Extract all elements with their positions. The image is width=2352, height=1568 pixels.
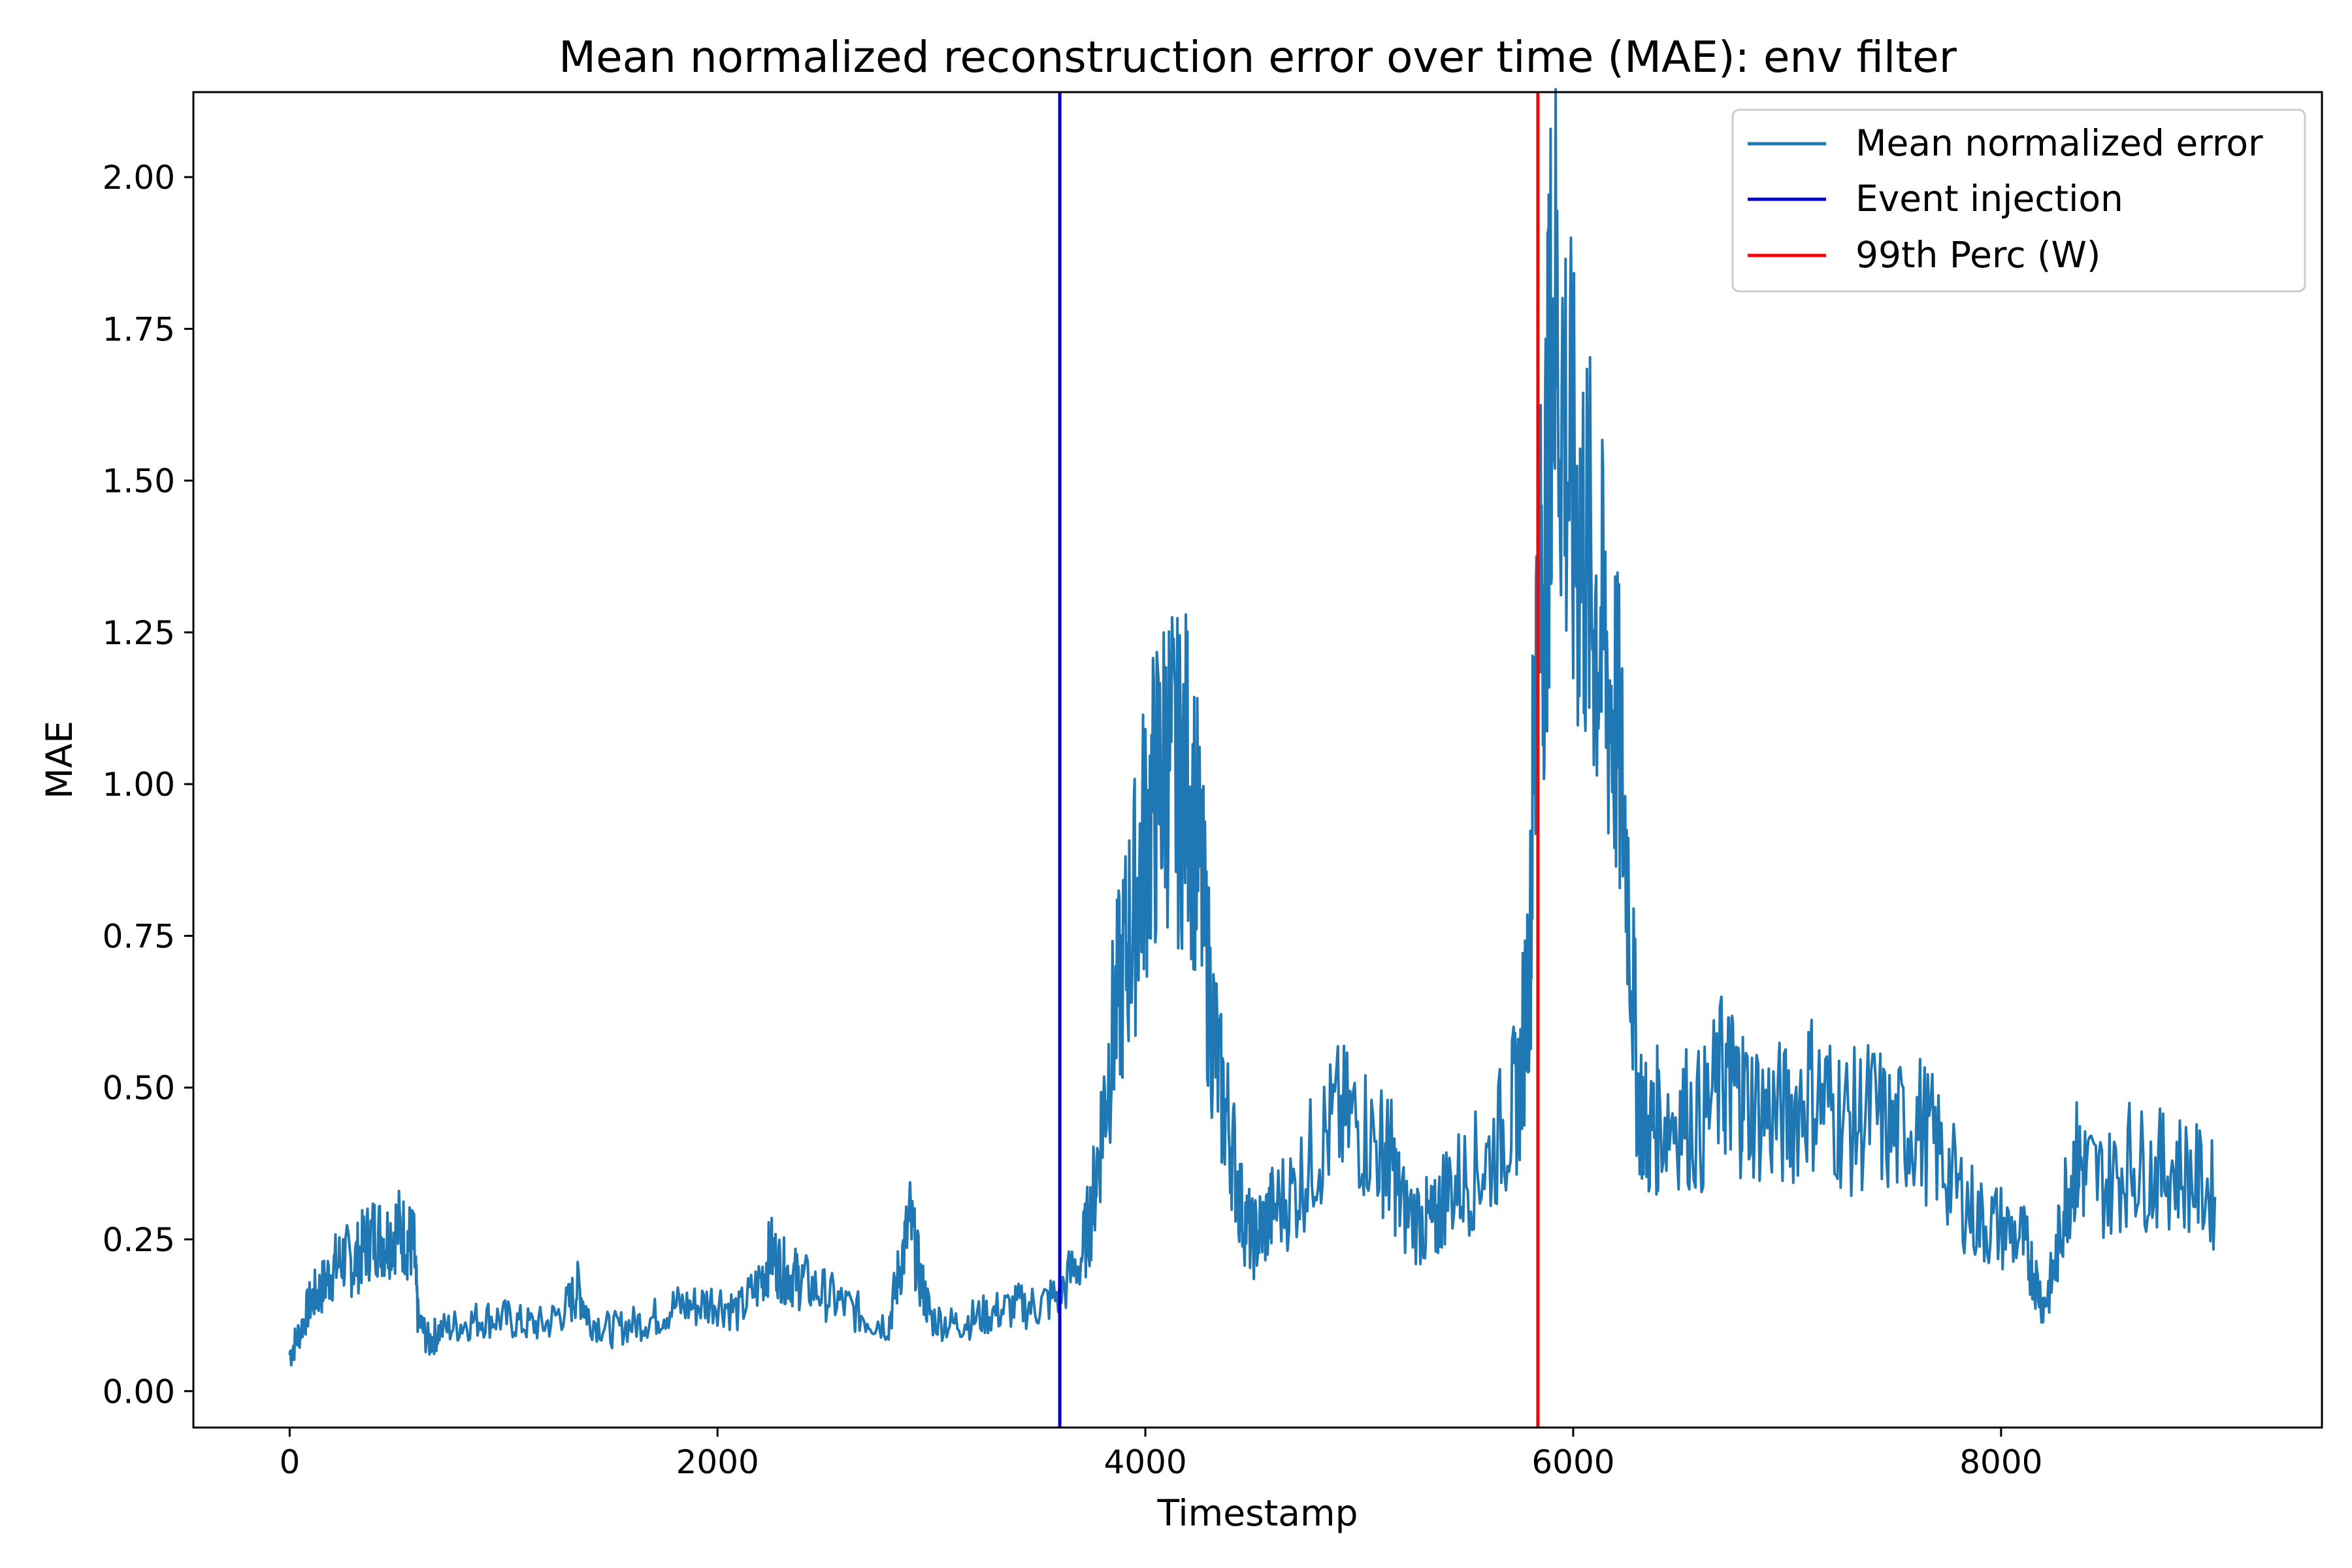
y-tick-label: 1.75 xyxy=(103,310,175,348)
x-tick-label: 0 xyxy=(279,1443,300,1481)
x-tick-label: 4000 xyxy=(1103,1443,1186,1481)
y-tick-label: 1.00 xyxy=(103,766,175,804)
series-line-mean-normalized-error xyxy=(288,88,2217,1367)
y-tick-label: 1.25 xyxy=(103,614,175,652)
x-axis: 0 2000 4000 6000 8000 xyxy=(279,1428,2042,1481)
y-tick-label: 1.50 xyxy=(103,463,175,500)
legend-label-percentile: 99th Perc (W) xyxy=(1855,234,2100,276)
y-tick-label: 2.00 xyxy=(103,159,175,197)
y-axis: 0.00 0.25 0.50 0.75 1.00 1.25 1.50 1.75 2.00 xyxy=(103,159,193,1411)
legend-label-event: Event injection xyxy=(1855,178,2123,220)
y-tick-label: 0.00 xyxy=(103,1373,175,1411)
y-tick-label: 0.25 xyxy=(103,1221,175,1259)
legend: Mean normalized error Event injection 99… xyxy=(1731,108,2306,293)
y-tick-label: 0.50 xyxy=(103,1070,175,1107)
y-axis-label: MAE xyxy=(39,721,80,799)
x-axis-label: Timestamp xyxy=(1156,1492,1358,1534)
x-tick-label: 6000 xyxy=(1531,1443,1614,1481)
plot-area xyxy=(288,88,2217,1428)
legend-box xyxy=(1731,108,2306,293)
y-tick-label: 0.75 xyxy=(103,917,175,955)
x-tick-label: 2000 xyxy=(676,1443,759,1481)
chart-title: Mean normalized reconstruction error ove… xyxy=(559,32,1957,82)
plot-frame xyxy=(192,91,2323,1429)
x-tick-label: 8000 xyxy=(1959,1443,2042,1481)
legend-label-error: Mean normalized error xyxy=(1855,122,2263,164)
